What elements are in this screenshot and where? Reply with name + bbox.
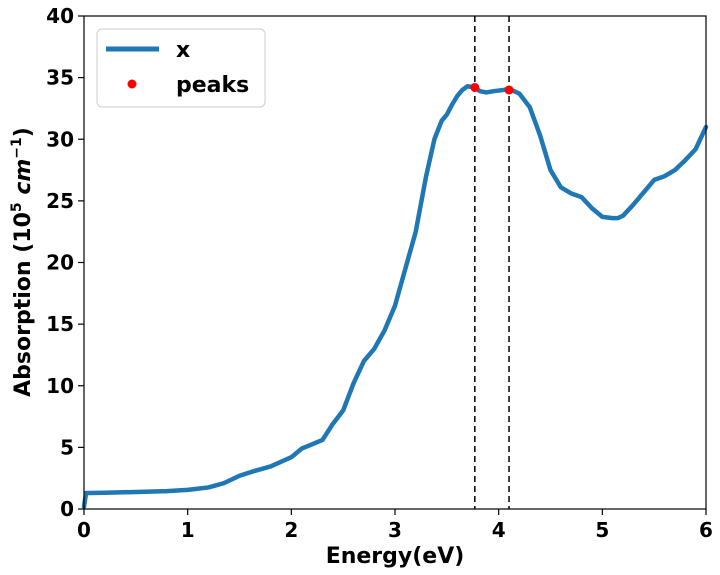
x-tick-label-1: 1: [181, 518, 195, 542]
y-tick-label-2: 10: [46, 374, 74, 398]
peak-point-1: [504, 85, 514, 95]
y-tick-label-8: 40: [46, 4, 74, 28]
x-tick-label-0: 0: [77, 518, 91, 542]
x-axis-label: Energy(eV): [326, 544, 465, 569]
y-tick-label-0: 0: [60, 497, 74, 521]
y-axis-label: Absorption (105 cm−1): [9, 127, 36, 397]
legend-label-x: x: [176, 38, 190, 63]
y-tick-label-6: 30: [46, 127, 74, 151]
y-tick-label-5: 25: [46, 189, 74, 213]
y-tick-label-4: 20: [46, 251, 74, 275]
x-tick-label-2: 2: [284, 518, 298, 542]
x-tick-label-3: 3: [388, 518, 402, 542]
x-tick-label-5: 5: [595, 518, 609, 542]
legend: x peaks: [96, 28, 266, 108]
peak-point-0: [470, 82, 480, 92]
x-tick-label-6: 6: [699, 518, 713, 542]
y-tick-label-7: 35: [46, 66, 74, 90]
y-tick-label-1: 5: [60, 435, 74, 459]
legend-peaks-swatch: [127, 79, 137, 89]
series-line-x: [81, 84, 709, 509]
y-tick-label-3: 15: [46, 312, 74, 336]
legend-label-peaks: peaks: [176, 73, 249, 98]
x-tick-label-4: 4: [492, 518, 506, 542]
